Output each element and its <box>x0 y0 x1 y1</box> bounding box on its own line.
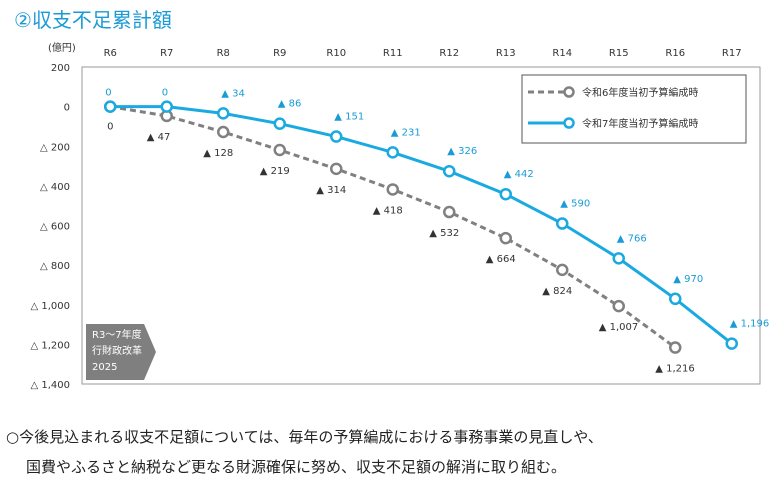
data-point-r7 <box>386 146 399 159</box>
data-point-r6 <box>443 205 456 219</box>
x-tick-label: R11 <box>383 48 403 59</box>
data-label-r7: ▲ 34 <box>221 88 245 99</box>
x-tick-label: R6 <box>104 48 117 59</box>
data-label-r7: ▲ 326 <box>447 146 477 157</box>
y-tick-label: 0 <box>64 103 70 114</box>
data-point-r7 <box>273 117 286 130</box>
data-label-r7: ▲ 231 <box>391 127 421 138</box>
x-tick-label: R7 <box>160 48 173 59</box>
data-point-r7 <box>556 217 569 230</box>
legend-swatch-marker <box>563 86 575 98</box>
reform-period-arrow <box>86 324 156 380</box>
x-tick-label: R9 <box>273 48 286 59</box>
x-tick-label: R16 <box>665 48 685 59</box>
data-label-r6: ▲ 824 <box>542 286 572 297</box>
data-label-r7: ▲ 590 <box>560 199 590 210</box>
data-label-r6: ▲ 664 <box>486 254 516 265</box>
data-label-r7: ▲ 970 <box>673 274 703 285</box>
y-tick-label: △ 200 <box>40 142 70 153</box>
y-tick-label: △ 800 <box>40 261 70 272</box>
data-point-r7 <box>104 100 117 113</box>
reform-period-label: 2025 <box>92 362 117 373</box>
reform-period-label: R3～7年度 <box>92 328 142 341</box>
data-label-r7: ▲ 86 <box>278 99 302 110</box>
y-tick-label: △ 1,000 <box>31 301 71 312</box>
data-label-r6: ▲ 219 <box>260 166 290 177</box>
plot-frame <box>81 66 761 385</box>
data-label-r7: ▲ 766 <box>617 233 647 244</box>
chart-title: ②収支不足累計額 <box>14 8 172 32</box>
data-point-r7 <box>499 187 512 201</box>
data-label-r6: ▲ 1,007 <box>599 322 639 333</box>
y-tick-label: 200 <box>51 63 70 74</box>
y-unit-label: (億円) <box>48 41 76 54</box>
y-tick-label: △ 600 <box>40 222 70 233</box>
x-tick-label: R8 <box>217 48 230 59</box>
data-point-r6 <box>273 143 286 157</box>
data-label-r6: ▲ 1,216 <box>655 364 695 375</box>
data-label-r6: ▲ 418 <box>373 205 403 216</box>
data-label-r7: ▲ 442 <box>504 169 534 180</box>
x-tick-label: R13 <box>496 48 516 59</box>
note-line-1: ○今後見込まれる収支不足額については、毎年の予算編成における事務事業の見直しや、 <box>6 428 603 446</box>
data-point-r7 <box>669 292 682 306</box>
data-point-r7 <box>330 130 343 143</box>
data-point-r6 <box>669 341 682 354</box>
data-point-r6 <box>386 183 399 196</box>
data-label-r7: 0 <box>105 88 111 99</box>
data-point-r6 <box>217 125 230 139</box>
y-tick-label: △ 400 <box>40 182 70 193</box>
x-tick-label: R15 <box>609 48 629 59</box>
reform-period-label: 行財政改革 <box>92 344 142 357</box>
note-line-2: 国費やふるさと納税など更なる財源確保に努め、収支不足額の解消に取り組む。 <box>26 458 567 476</box>
data-label-r7: 0 <box>162 88 168 99</box>
data-label-r6: ▲ 532 <box>429 228 459 239</box>
series-line-r7 <box>110 105 733 345</box>
data-point-r6 <box>612 299 625 313</box>
y-tick-label: △ 1,200 <box>31 340 71 351</box>
data-label-r6: 0 <box>107 122 113 133</box>
data-point-r6 <box>556 263 569 277</box>
data-label-r6: ▲ 128 <box>203 148 233 159</box>
data-point-r6 <box>330 162 343 176</box>
data-label-r7: ▲ 1,196 <box>730 319 770 330</box>
data-point-r7 <box>443 164 456 178</box>
y-tick-label: △ 1,400 <box>31 380 71 391</box>
legend-swatch-marker <box>563 117 575 129</box>
data-point-r7 <box>725 337 738 350</box>
x-tick-label: R12 <box>439 48 459 59</box>
legend-box <box>521 74 747 144</box>
x-tick-label: R14 <box>552 48 572 59</box>
data-point-r7 <box>612 252 625 265</box>
data-label-r6: ▲ 47 <box>147 132 171 143</box>
data-label-r7: ▲ 151 <box>334 112 364 123</box>
data-point-r7 <box>160 100 173 113</box>
data-label-r6: ▲ 314 <box>316 185 346 196</box>
data-point-r7 <box>217 107 230 120</box>
x-tick-label: R10 <box>326 48 346 59</box>
legend-label: 令和6年度当初予算編成時 <box>582 86 698 99</box>
legend-label: 令和7年度当初予算編成時 <box>582 117 698 130</box>
data-point-r6 <box>499 231 512 245</box>
deficit-line-chart: (億円) R6 R7 R8 R9 R10 R11 R12 R13 R14 R15 R16 R17 200 0… <box>31 41 770 391</box>
x-tick-label: R17 <box>722 48 742 59</box>
explanatory-note: ○今後見込まれる収支不足額については、毎年の予算編成における事務事業の見直しや、… <box>6 422 603 482</box>
